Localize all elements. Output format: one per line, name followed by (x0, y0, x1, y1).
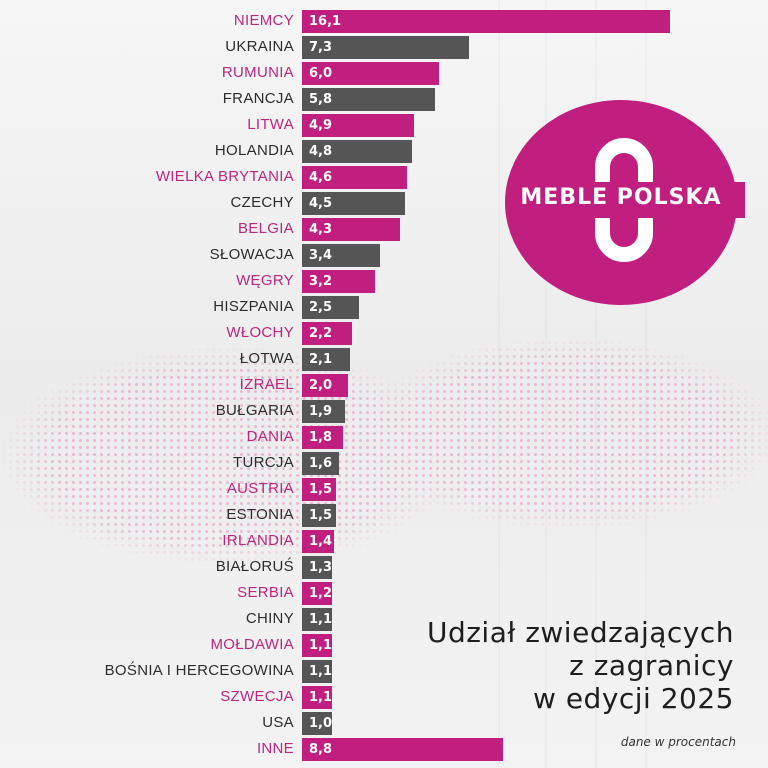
chart-row: AUSTRIA 1,5 (0, 477, 768, 501)
chart-subtitle: dane w procentach (620, 735, 736, 749)
bar: 1,1 (302, 686, 332, 709)
bar: 6,0 (302, 62, 440, 85)
chart-row: BUŁGARIA 1,9 (0, 399, 768, 423)
category-label: ESTONIA (226, 506, 294, 523)
category-label: SŁOWACJA (209, 246, 294, 263)
category-label: USA (262, 714, 294, 731)
category-label: RUMUNIA (221, 64, 294, 81)
chart-row: CHINY 1,1 (0, 607, 768, 631)
chart-row: NIEMCY 16,1 (0, 9, 768, 33)
chart-row: DANIA 1,8 (0, 425, 768, 449)
chart-row: HISZPANIA 2,5 (0, 295, 768, 319)
category-label: IZRAEL (239, 376, 294, 393)
bar: 1,8 (302, 426, 344, 449)
chart-row: MOŁDAWIA 1,1 (0, 633, 768, 657)
bar: 2,0 (302, 374, 348, 397)
chart-row: INNE 8,8 (0, 737, 768, 761)
logo-band (575, 182, 745, 218)
category-label: MOŁDAWIA (210, 636, 294, 653)
bar: 4,9 (302, 114, 414, 137)
title-line-1: Udział zwiedzających (426, 616, 734, 649)
category-label: SERBIA (237, 584, 294, 601)
bar: 1,6 (302, 452, 339, 475)
chart-row: WIELKA BRYTANIA 4,6 (0, 165, 768, 189)
bar: 1,5 (302, 478, 337, 501)
chart-title: Udział zwiedzających z zagranicy w edycj… (427, 616, 734, 715)
bar: 2,5 (302, 296, 360, 319)
chart-row: SERBIA 1,2 (0, 581, 768, 605)
chart-row: RUMUNIA 6,0 (0, 61, 768, 85)
bar: 1,4 (302, 530, 334, 553)
chart-row: BIAŁORUŚ 1,3 (0, 555, 768, 579)
bar: 3,2 (302, 270, 376, 293)
chart-row: ŁOTWA 2,1 (0, 347, 768, 371)
category-label: INNE (256, 740, 294, 757)
category-label: BUŁGARIA (215, 402, 294, 419)
category-label: SZWECJA (220, 688, 294, 705)
bar: 4,5 (302, 192, 405, 215)
category-label: CZECHY (230, 194, 294, 211)
chart-row: FRANCJA 5,8 (0, 87, 768, 111)
bar: 1,0 (302, 712, 332, 735)
bar: 4,8 (302, 140, 412, 163)
bar: 7,3 (302, 36, 469, 59)
bar: 1,2 (302, 582, 332, 605)
chart-row: UKRAINA 7,3 (0, 35, 768, 59)
bar: 4,3 (302, 218, 401, 241)
bar: 16,1 (302, 10, 671, 33)
world-map-dots-decoration (0, 290, 768, 610)
chart-row: LITWA 4,9 (0, 113, 768, 137)
category-label: WŁOCHY (226, 324, 294, 341)
category-label: WĘGRY (236, 272, 294, 289)
category-label: ŁOTWA (239, 350, 294, 367)
category-label: IRLANDIA (222, 532, 294, 549)
category-label: BOŚNIA I HERCEGOWINA (104, 662, 294, 679)
bar: 1,1 (302, 608, 332, 631)
category-label: FRANCJA (222, 90, 294, 107)
bar: 5,8 (302, 88, 435, 111)
chart-row: HOLANDIA 4,8 (0, 139, 768, 163)
category-label: HISZPANIA (213, 298, 294, 315)
bar: 8,8 (302, 738, 504, 761)
chart-row: USA 1,0 (0, 711, 768, 735)
bar: 1,5 (302, 504, 337, 527)
bar: 2,2 (302, 322, 353, 345)
bar: 1,1 (302, 660, 332, 683)
chart-row: IZRAEL 2,0 (0, 373, 768, 397)
logo-text: MEBLE POLSKA (520, 185, 722, 210)
category-label: WIELKA BRYTANIA (155, 168, 294, 185)
category-label: TURCJA (233, 454, 294, 471)
category-label: UKRAINA (225, 38, 294, 55)
title-line-3: w edycji 2025 (533, 682, 734, 715)
category-label: BIAŁORUŚ (215, 558, 294, 575)
chart-row: WŁOCHY 2,2 (0, 321, 768, 345)
chart-row: TURCJA 1,6 (0, 451, 768, 475)
bar: 1,9 (302, 400, 346, 423)
category-label: LITWA (247, 116, 294, 133)
category-label: AUSTRIA (226, 480, 294, 497)
bar: 1,3 (302, 556, 332, 579)
bar: 3,4 (302, 244, 380, 267)
chart-row: WĘGRY 3,2 (0, 269, 768, 293)
chart-row: CZECHY 4,5 (0, 191, 768, 215)
chart-row: SŁOWACJA 3,4 (0, 243, 768, 267)
bar: 2,1 (302, 348, 350, 371)
chart-row: IRLANDIA 1,4 (0, 529, 768, 553)
category-label: HOLANDIA (214, 142, 294, 159)
chart-row: BELGIA 4,3 (0, 217, 768, 241)
meble-polska-logo: MEBLE POLSKA (505, 100, 745, 305)
bar: 1,1 (302, 634, 332, 657)
chart-row: ESTONIA 1,5 (0, 503, 768, 527)
category-label: NIEMCY (233, 12, 294, 29)
chart-row: SZWECJA 1,1 (0, 685, 768, 709)
category-label: DANIA (246, 428, 294, 445)
chart-row: BOŚNIA I HERCEGOWINA 1,1 (0, 659, 768, 683)
category-label: CHINY (245, 610, 294, 627)
bar: 4,6 (302, 166, 408, 189)
title-line-2: z zagranicy (569, 649, 734, 682)
category-label: BELGIA (238, 220, 294, 237)
